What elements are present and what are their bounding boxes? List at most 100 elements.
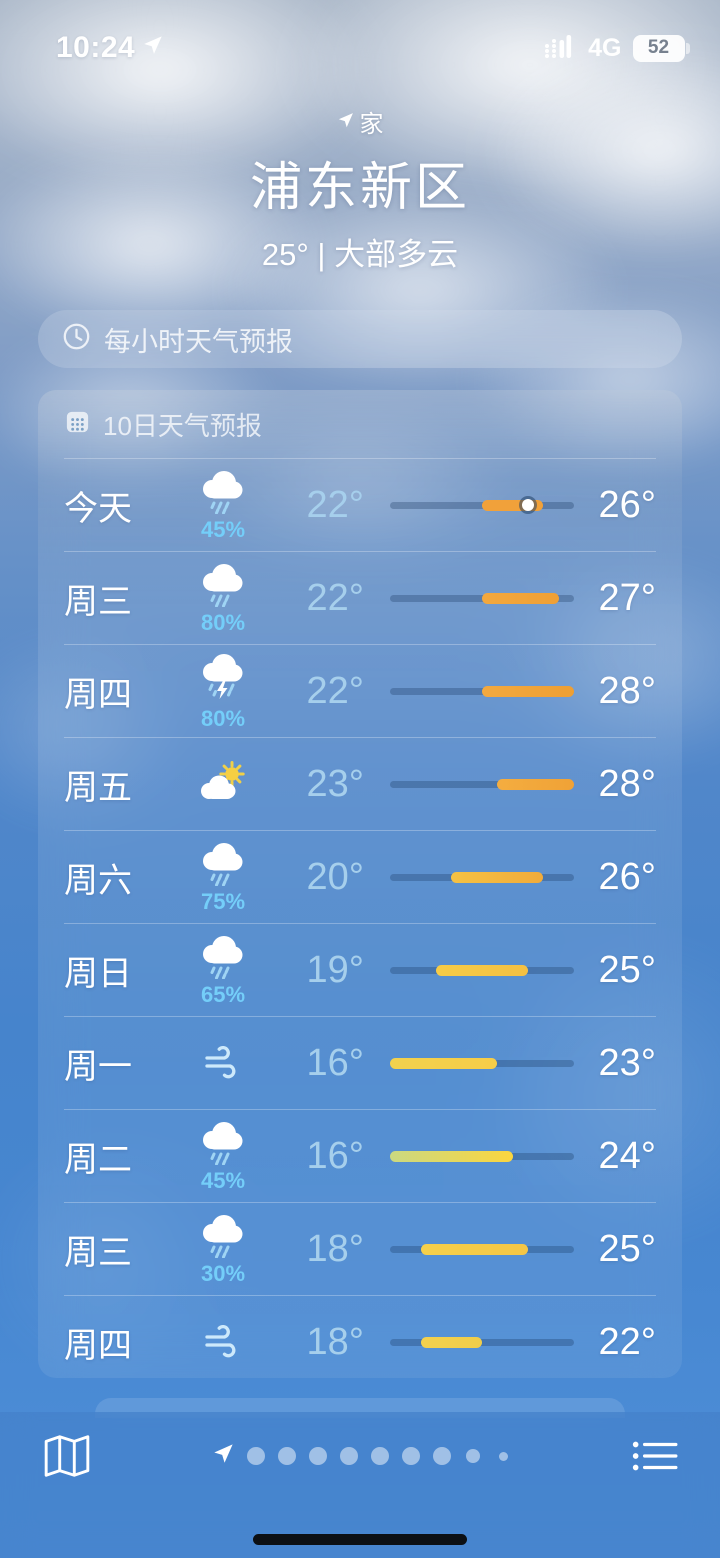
forecast-row[interactable]: 周一 16° 23°	[64, 1016, 656, 1109]
day-label: 周一	[64, 1047, 132, 1086]
page-dot[interactable]	[277, 1447, 296, 1465]
status-bar: 10:24 4G 52	[0, 26, 720, 70]
weather-condition-icon: 75%	[164, 842, 282, 913]
high-temperature: 23°	[598, 1041, 656, 1084]
precipitation-chance: 80%	[200, 705, 246, 731]
forecast-row[interactable]: 周五 23° 28°	[64, 737, 656, 830]
temperature-range-bar	[364, 1057, 574, 1069]
day-label: 周六	[64, 861, 132, 900]
day-label: 周二	[64, 1140, 132, 1179]
temperature-range-bar	[364, 1336, 574, 1348]
precipitation-chance: 75%	[200, 888, 246, 914]
precipitation-chance: 45%	[200, 516, 246, 542]
forecast-rows: 今天 45% 22° 26° 周三	[38, 458, 682, 1378]
low-temperature: 22°	[306, 669, 364, 712]
weather-condition-icon: 30%	[164, 1214, 282, 1285]
low-temperature: 16°	[306, 1134, 364, 1177]
weather-condition-icon: 45%	[164, 1121, 282, 1192]
location-header: 家 浦东新区 25° | 大部多云	[0, 104, 720, 274]
high-temperature: 27°	[598, 576, 656, 619]
day-label: 周四	[64, 1326, 132, 1365]
high-temperature: 26°	[598, 483, 656, 526]
current-temperature-dot	[522, 499, 534, 511]
page-dot[interactable]	[401, 1447, 420, 1465]
forecast-row[interactable]: 周二 45% 16° 24°	[64, 1109, 656, 1202]
location-services-icon	[142, 35, 163, 61]
low-temperature: 19°	[306, 948, 364, 991]
weather-condition-icon	[164, 1319, 282, 1365]
temperature-range-bar	[364, 592, 574, 604]
day-label: 周五	[64, 768, 132, 807]
day-label: 今天	[64, 489, 132, 528]
battery-percent: 52	[647, 37, 670, 58]
temperature-range-bar	[364, 871, 574, 883]
calendar-icon	[64, 408, 91, 440]
page-dots	[246, 1447, 513, 1465]
navigation-arrow-icon	[337, 108, 354, 136]
temperature-range-bar	[364, 685, 574, 697]
precipitation-chance: 30%	[200, 1260, 246, 1286]
temperature-range-bar	[364, 1243, 574, 1255]
high-temperature: 26°	[598, 855, 656, 898]
hourly-forecast-banner[interactable]: 每小时天气预报	[38, 310, 682, 368]
high-temperature: 25°	[598, 948, 656, 991]
map-button[interactable]	[42, 1433, 92, 1479]
city-name: 浦东新区	[249, 159, 470, 217]
current-location-page-icon[interactable]	[212, 1443, 234, 1470]
weather-condition-icon	[164, 761, 282, 807]
precipitation-chance: 45%	[200, 1167, 246, 1193]
low-temperature: 18°	[306, 1227, 364, 1270]
temperature-range-bar	[364, 964, 574, 976]
low-temperature: 22°	[306, 576, 364, 619]
clock-icon	[62, 322, 91, 356]
weather-condition-icon: 80%	[164, 563, 282, 634]
temperature-range-bar	[364, 499, 574, 511]
clock-time: 10:24	[56, 31, 136, 64]
weather-condition-icon	[164, 1040, 282, 1086]
day-label: 周三	[64, 1233, 132, 1272]
high-temperature: 24°	[598, 1134, 656, 1177]
page-dot[interactable]	[464, 1447, 482, 1465]
weather-condition-icon: 45%	[164, 470, 282, 541]
low-temperature: 22°	[306, 483, 364, 526]
high-temperature: 28°	[598, 669, 656, 712]
page-dot[interactable]	[495, 1447, 513, 1465]
bottom-toolbar	[0, 1412, 720, 1558]
forecast-row[interactable]: 周六 75% 20° 26°	[64, 830, 656, 923]
low-temperature: 23°	[306, 762, 364, 805]
battery-indicator: 52	[632, 34, 690, 62]
temperature-range-bar	[364, 778, 574, 790]
cellular-signal-icon	[543, 33, 577, 64]
page-dot[interactable]	[370, 1447, 389, 1465]
ten-day-forecast-title: 10日天气预报	[103, 410, 262, 441]
weather-condition-icon: 80%	[164, 653, 282, 730]
hourly-forecast-label: 每小时天气预报	[104, 326, 293, 357]
day-label: 周日	[64, 954, 132, 993]
home-indicator[interactable]	[253, 1534, 467, 1545]
page-control	[212, 1443, 513, 1470]
page-dot[interactable]	[246, 1447, 265, 1465]
ten-day-forecast-panel: 10日天气预报 今天 45% 22° 26° 周三	[38, 390, 682, 1378]
day-label: 周四	[64, 675, 132, 714]
forecast-row[interactable]: 周四 80% 22° 28°	[64, 644, 656, 737]
forecast-row[interactable]: 周日 65% 19° 25°	[64, 923, 656, 1016]
low-temperature: 20°	[306, 855, 364, 898]
forecast-row[interactable]: 周三 30% 18° 25°	[64, 1202, 656, 1295]
my-location-tag: 家	[337, 104, 384, 139]
page-dot[interactable]	[308, 1447, 327, 1465]
day-label: 周三	[64, 582, 132, 621]
high-temperature: 22°	[598, 1320, 656, 1363]
forecast-row[interactable]: 周三 80% 22° 27°	[64, 551, 656, 644]
high-temperature: 28°	[598, 762, 656, 805]
forecast-row[interactable]: 今天 45% 22° 26°	[64, 458, 656, 551]
weather-condition-icon: 65%	[164, 935, 282, 1006]
network-type-label: 4G	[588, 33, 622, 62]
page-dot[interactable]	[432, 1447, 451, 1465]
forecast-row[interactable]: 周四 18° 22°	[64, 1295, 656, 1378]
precipitation-chance: 65%	[200, 981, 246, 1007]
page-dot[interactable]	[339, 1447, 358, 1465]
high-temperature: 25°	[598, 1227, 656, 1270]
precipitation-chance: 80%	[200, 609, 246, 635]
current-conditions: 25° | 大部多云	[261, 237, 459, 272]
location-list-button[interactable]	[632, 1439, 678, 1473]
